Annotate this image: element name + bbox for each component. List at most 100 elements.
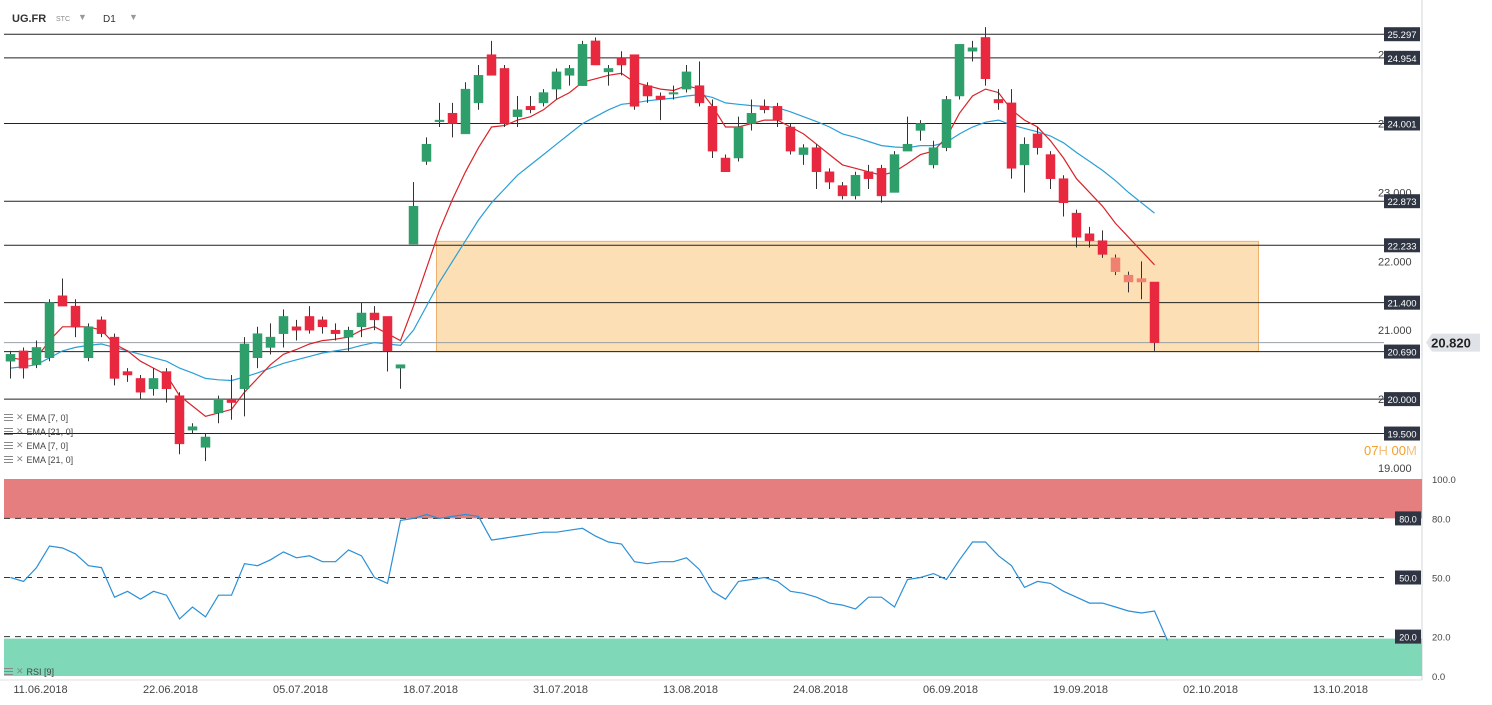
- candle-body: [941, 99, 952, 148]
- close-icon[interactable]: ✕: [16, 440, 24, 450]
- date-tick-label: 24.08.2018: [793, 684, 848, 696]
- candle-body: [382, 316, 393, 352]
- candle: [187, 423, 198, 434]
- candle-body: [928, 147, 939, 166]
- legend-rsi[interactable]: ✕ RSI [9]: [4, 666, 54, 677]
- close-icon[interactable]: ✕: [16, 666, 24, 676]
- timer-minutes-unit: M: [1405, 443, 1417, 458]
- level-tag-bg: [1384, 295, 1420, 310]
- level-tag-bg: [1384, 344, 1420, 359]
- candle: [109, 333, 120, 386]
- level-tag-label: 20.690: [1387, 348, 1416, 359]
- candle-body: [954, 44, 965, 97]
- candle-body: [1084, 233, 1095, 241]
- candle: [1019, 137, 1030, 193]
- candle-body: [70, 305, 81, 328]
- candle: [174, 392, 185, 455]
- settings-list-icon[interactable]: [4, 442, 13, 449]
- candle: [5, 350, 16, 379]
- date-tick-label: 18.07.2018: [403, 684, 458, 696]
- candle: [356, 302, 367, 338]
- rsi-tick-label: 50.0: [1432, 574, 1451, 585]
- candle-body: [1123, 274, 1134, 283]
- timer-hours: 07: [1364, 443, 1379, 458]
- ema21-line: [10, 93, 1155, 382]
- chart-header: UG.FR STC ▼ D1 ▼: [0, 0, 1420, 30]
- date-tick-label: 22.06.2018: [143, 684, 198, 696]
- settings-list-icon[interactable]: [4, 414, 13, 421]
- current-price-tag-bg: [1426, 333, 1480, 352]
- symbol-label[interactable]: UG.FR: [12, 13, 47, 25]
- legend-ema21-secondary[interactable]: ✕ EMA [21, 0]: [4, 454, 73, 465]
- candle: [1032, 127, 1043, 155]
- candle-body: [980, 37, 991, 80]
- candle-body: [1071, 212, 1082, 238]
- candle: [642, 82, 653, 103]
- candle-body: [512, 109, 523, 117]
- candle: [1084, 226, 1095, 248]
- candle: [460, 82, 471, 135]
- candle-body: [590, 40, 601, 66]
- candle-body: [213, 398, 224, 414]
- candle: [44, 299, 55, 362]
- candle: [447, 102, 458, 138]
- candle-body: [200, 436, 211, 448]
- candle-body: [1006, 102, 1017, 169]
- candle-countdown-timer: 07H 00M: [1364, 443, 1417, 458]
- candle-body: [876, 168, 887, 197]
- candle: [564, 65, 575, 86]
- candle: [850, 171, 861, 200]
- candle-body: [499, 68, 510, 124]
- candle: [317, 316, 328, 334]
- candle-body: [1058, 178, 1069, 204]
- candle: [681, 65, 692, 93]
- candle: [1071, 209, 1082, 248]
- close-icon[interactable]: ✕: [16, 454, 24, 464]
- candle-body: [707, 106, 718, 152]
- date-tick-label: 13.10.2018: [1313, 684, 1368, 696]
- candle-body: [1136, 278, 1147, 283]
- level-tag-label: 19.500: [1387, 430, 1416, 441]
- candle: [798, 144, 809, 165]
- candle-body: [122, 371, 133, 376]
- candle: [1097, 230, 1108, 258]
- candle-body: [551, 71, 562, 90]
- candle-body: [187, 426, 198, 431]
- candle: [915, 120, 926, 141]
- legend-label: EMA [21, 0]: [26, 426, 74, 437]
- close-icon[interactable]: ✕: [16, 412, 24, 422]
- chevron-down-icon[interactable]: ▼: [129, 12, 138, 22]
- candle-body: [798, 147, 809, 155]
- candle-body: [837, 185, 848, 197]
- current-price-label: 20.820: [1431, 336, 1471, 351]
- rsi-level-tag-label: 50.0: [1399, 574, 1417, 584]
- candle: [1006, 89, 1017, 179]
- exchange-label[interactable]: STC: [56, 16, 70, 23]
- candle: [96, 316, 107, 338]
- candle-body: [681, 71, 692, 90]
- close-icon[interactable]: ✕: [16, 426, 24, 436]
- candle: [603, 65, 614, 86]
- level-tag-bg: [1384, 392, 1420, 407]
- settings-list-icon[interactable]: [4, 428, 13, 435]
- candle-body: [44, 302, 55, 359]
- timeframe-selector[interactable]: D1: [103, 14, 116, 25]
- candle: [525, 96, 536, 114]
- legend-ema21[interactable]: ✕ EMA [21, 0]: [4, 426, 73, 437]
- candle-body: [538, 92, 549, 104]
- candle: [291, 319, 302, 341]
- candle: [538, 89, 549, 107]
- candle: [1058, 175, 1069, 217]
- legend-ema7-secondary[interactable]: ✕ EMA [7, 0]: [4, 440, 68, 451]
- candle: [837, 182, 848, 200]
- candle: [434, 102, 445, 127]
- candle: [629, 54, 640, 110]
- candle-body: [993, 99, 1004, 104]
- date-tick-label: 06.09.2018: [923, 684, 978, 696]
- chevron-down-icon[interactable]: ▼: [78, 12, 87, 22]
- legend-ema7[interactable]: ✕ EMA [7, 0]: [4, 412, 68, 423]
- settings-list-icon[interactable]: [4, 456, 13, 463]
- settings-list-icon[interactable]: [4, 668, 13, 675]
- candle-body: [668, 92, 679, 95]
